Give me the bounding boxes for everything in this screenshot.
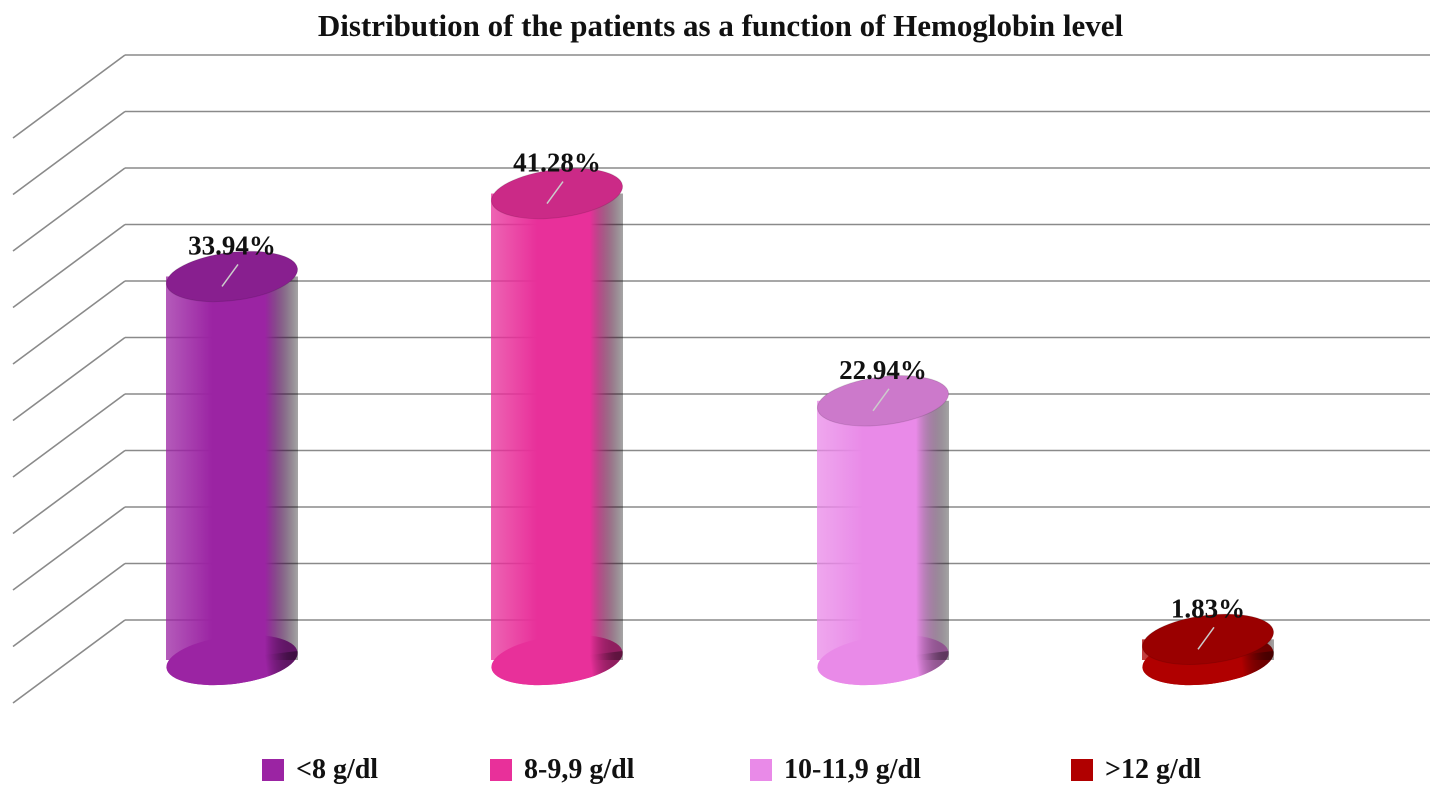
gridline-side [12,506,126,591]
legend-label-lt8: <8 g/dl [296,754,379,785]
bar-body [491,193,623,660]
gridline-side [12,619,126,704]
legend-swatch-gt12 [1071,759,1093,781]
bar-base-curve [491,650,623,686]
gridlines [12,54,1430,704]
legend-swatch-lt8 [262,759,284,781]
bars [165,167,1275,686]
label-leader [872,388,890,412]
legend-swatch-10-11 [750,759,772,781]
bar-top-shade [166,251,298,302]
gridline-side [12,54,126,139]
bar-body [817,400,949,660]
data-label-12-g-dl: 1.83% [1171,593,1245,623]
data-labels: 33.94% 41.28% 22.94% 1.83% [188,148,1245,650]
legend-label-10-11: 10-11,9 g/dl [784,754,921,785]
chart-title: Distribution of the patients as a functi… [317,8,1124,43]
data-label-8-g-dl: 33.94% [188,230,276,260]
bar-10-11-9-g-dl [816,375,950,686]
bar-top-shade [491,168,623,219]
legend-label-gt12: >12 g/dl [1105,754,1202,785]
label-leader [546,181,564,204]
gridline-side [12,223,126,309]
legend-item-lt8: <8 g/dl [262,750,378,790]
gridline-side [12,110,126,196]
bar-top [816,375,950,427]
data-label-8-9-9-g-dl: 41.28% [513,148,601,178]
bar-12-g-dl [1141,613,1275,686]
legend-swatch-8-9 [490,759,512,781]
bar-8-g-dl [165,250,299,686]
bar-base-curve [1142,650,1274,686]
bar-top [165,250,299,303]
gridline-side [12,393,126,478]
legend-label-8-9: 8-9,9 g/dl [524,754,635,785]
gridline-side [12,167,126,252]
bar-base-curve [817,650,949,686]
bar-body [166,276,298,660]
label-leader [221,264,239,287]
bar-base-curve [166,650,298,686]
gridline-side [12,336,126,422]
gridline-side [12,449,126,535]
gridline-side [12,562,126,648]
legend-item-10-11: 10-11,9 g/dl [750,750,921,790]
gridline-side [12,280,126,365]
bar-top [1141,613,1275,665]
bar-top [490,167,624,220]
data-label-10-11-9-g-dl: 22.94% [839,355,927,385]
legend: <8 g/dl 8-9,9 g/dl 10-11,9 g/dl >12 g/dl [0,750,1441,790]
legend-item-gt12: >12 g/dl [1071,750,1201,790]
bar-8-9-9-g-dl [490,167,624,686]
bar-top-shade [1142,614,1274,665]
bar-top-shade [817,375,949,426]
legend-item-8-9: 8-9,9 g/dl [490,750,634,790]
label-leader [1197,626,1215,650]
